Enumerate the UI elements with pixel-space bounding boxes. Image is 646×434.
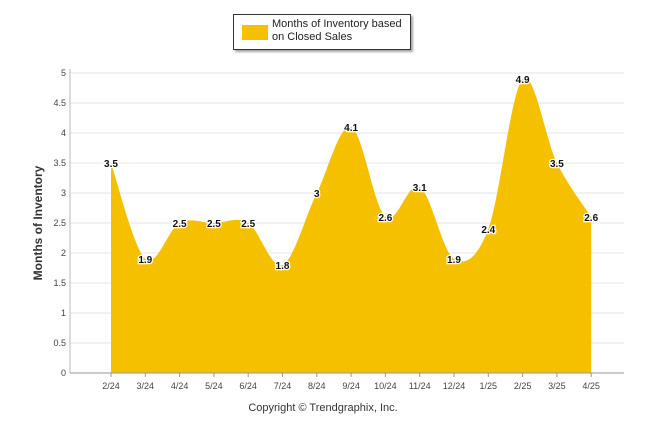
x-tick-label: 7/24 (274, 381, 292, 391)
legend-swatch (242, 25, 268, 40)
y-tick-labels: 0 0.5 1 1.5 2 2.5 3 3.5 4 4.5 5 (53, 68, 66, 378)
y-tick-label: 0.5 (53, 338, 66, 348)
y-tick-label: 2.5 (53, 218, 66, 228)
data-labels: 3.5 1.9 2.5 2.5 2.5 1.8 3 4.1 2.6 3.1 1.9 2.4 4.9 3.5… (103, 74, 600, 274)
data-label: 2.4 (481, 225, 495, 236)
data-label: 3.1 (413, 183, 427, 194)
data-label: 4.9 (516, 75, 530, 86)
data-label: 1.9 (138, 255, 152, 266)
data-label: 1.9 (447, 255, 461, 266)
data-label: 1.8 (276, 261, 290, 272)
data-label: 2.5 (173, 219, 187, 230)
x-tick-label: 6/24 (239, 381, 257, 391)
y-tick-label: 1.5 (53, 278, 66, 288)
y-tick-label: 3.5 (53, 158, 66, 168)
y-tick-label: 2 (61, 248, 66, 258)
data-label: 4.1 (344, 123, 358, 134)
y-axis-label: Months of Inventory (31, 165, 45, 280)
y-tick-label: 1 (61, 308, 66, 318)
data-label: 2.6 (378, 213, 392, 224)
data-label: 3.5 (550, 159, 564, 170)
x-tick-label: 9/24 (342, 381, 360, 391)
x-tick-label: 5/24 (205, 381, 223, 391)
x-tick-label: 1/25 (480, 381, 498, 391)
series-area (111, 77, 592, 374)
x-tick-label: 2/24 (102, 381, 120, 391)
data-label: 3 (314, 189, 320, 200)
axes (69, 69, 624, 377)
series-area-group (111, 77, 592, 374)
x-tick-labels: 2/24 3/24 4/24 5/24 6/24 7/24 8/24 9/24 10/24 11/… (102, 381, 600, 391)
copyright-footer: Copyright © Trendgraphix, Inc. (248, 402, 398, 414)
data-label: 2.6 (584, 213, 598, 224)
x-tick-label: 3/24 (137, 381, 155, 391)
y-tick-label: 5 (61, 68, 66, 78)
legend-label: Months of Inventory based on Closed Sale… (272, 18, 402, 43)
y-tick-label: 0 (61, 368, 66, 378)
x-tick-label: 8/24 (308, 381, 326, 391)
data-label: 2.5 (241, 219, 255, 230)
data-label: 3.5 (104, 159, 118, 170)
x-tick-label: 4/25 (582, 381, 600, 391)
y-tick-label: 3 (61, 188, 66, 198)
y-tick-label: 4 (61, 128, 66, 138)
x-tick-label: 2/25 (514, 381, 532, 391)
y-tick-label: 4.5 (53, 98, 66, 108)
data-label: 2.5 (207, 219, 221, 230)
x-tick-label: 3/25 (548, 381, 566, 391)
x-tick-label: 10/24 (374, 381, 397, 391)
x-tick-label: 11/24 (409, 381, 431, 391)
x-tick-label: 4/24 (171, 381, 189, 391)
chart-legend: Months of Inventory based on Closed Sale… (233, 14, 411, 50)
x-tick-label: 12/24 (443, 381, 466, 391)
